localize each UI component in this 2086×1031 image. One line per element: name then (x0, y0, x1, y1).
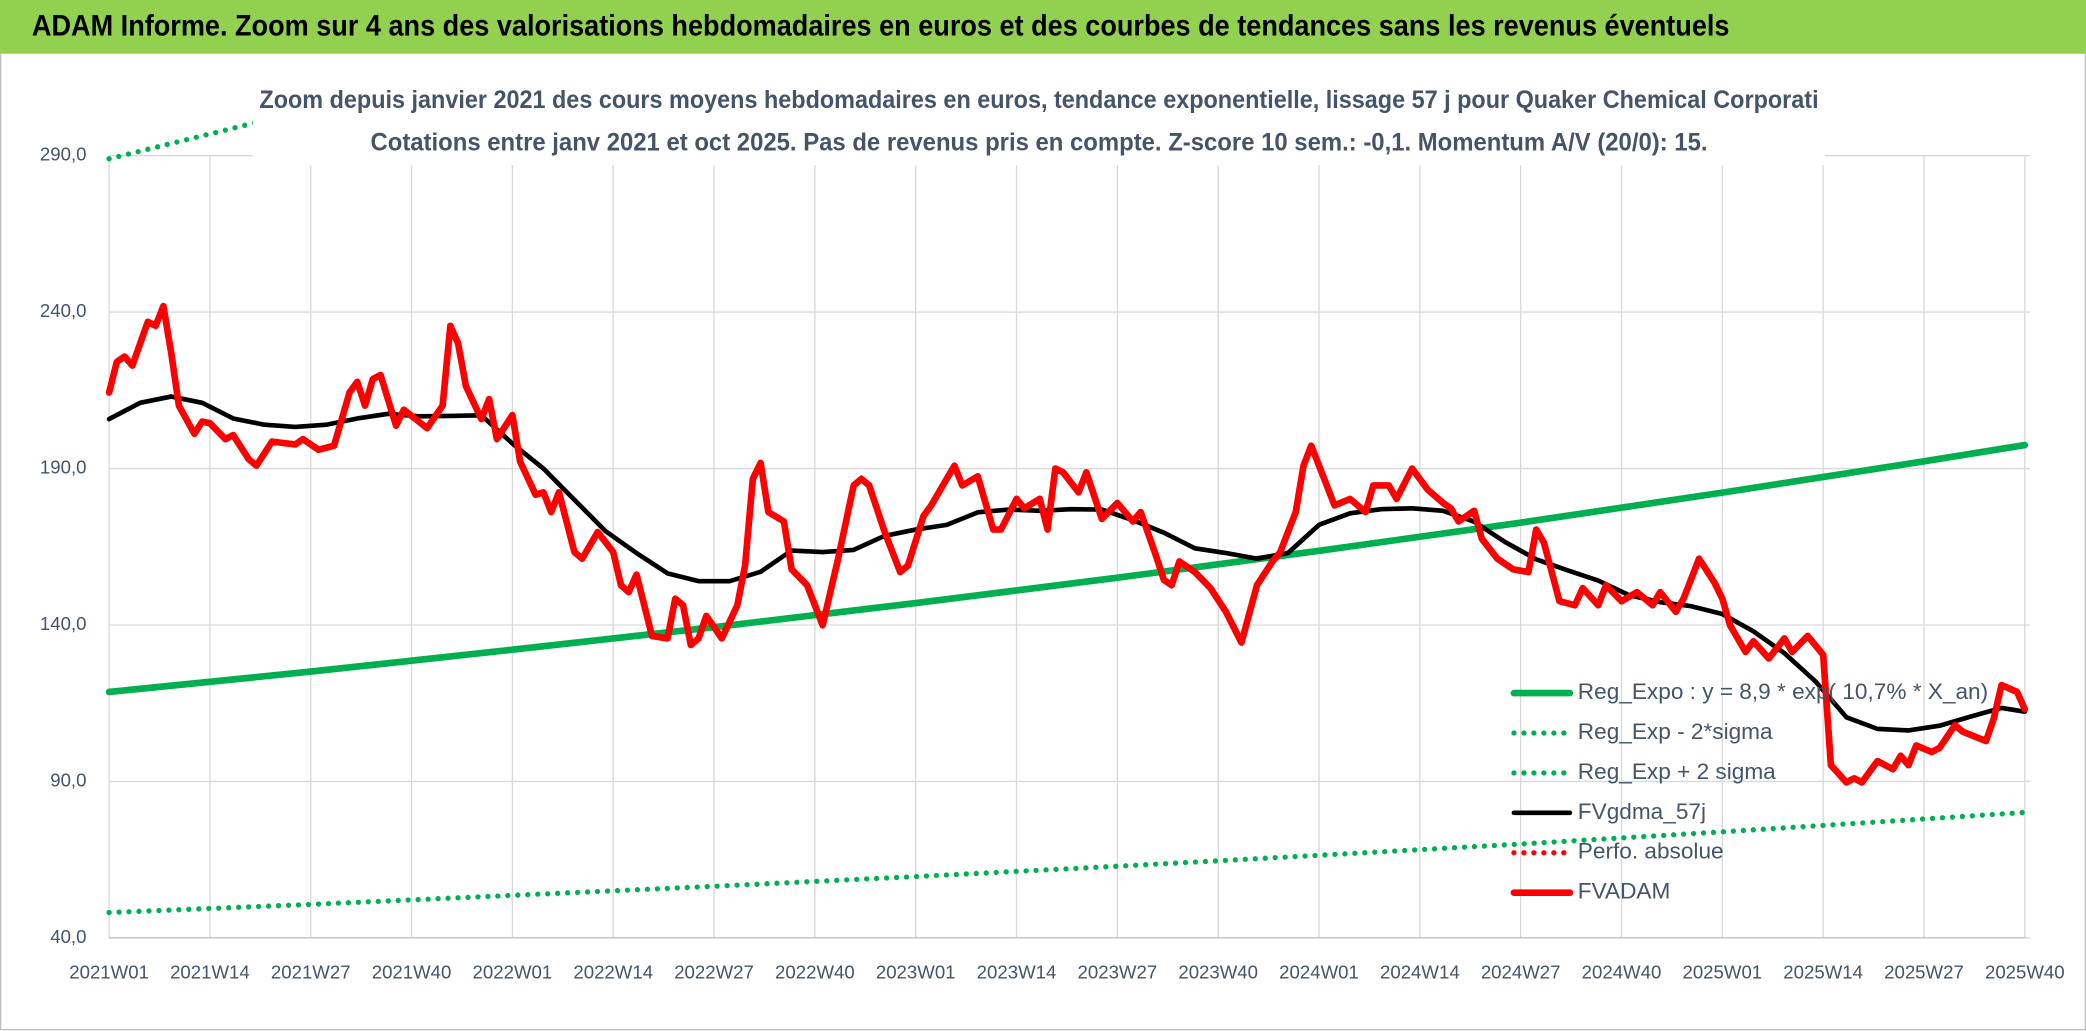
x-tick-label: 2024W01 (1279, 962, 1359, 983)
x-tick-label: 2021W01 (69, 962, 149, 983)
legend-label: Perfo. absolue (1578, 839, 1724, 864)
x-tick-label: 2025W27 (1884, 962, 1964, 983)
x-tick-label: 2022W01 (473, 962, 553, 983)
x-tick-label: 2021W40 (372, 962, 452, 983)
series-line (106, 394, 2028, 733)
legend-label: FVADAM (1578, 879, 1671, 904)
legend-label: Reg_Exp + 2 sigma (1578, 759, 1776, 784)
series-line (106, 809, 2028, 916)
x-tick-label: 2021W14 (170, 962, 250, 983)
x-tick-label: 2023W01 (876, 962, 956, 983)
legend-label: FVgdma_57j (1578, 799, 1706, 824)
legend: Reg_Expo : y = 8,9 * exp( 10,7% * X_an) R… (1510, 679, 1988, 904)
x-tick-label: 2025W14 (1783, 962, 1863, 983)
chart-title: ADAM Informe. Zoom sur 4 ans des valoris… (32, 11, 1730, 43)
legend-label: Reg_Expo : y = 8,9 * exp( 10,7% * X_an) (1578, 679, 1988, 704)
series-line (105, 302, 2029, 786)
y-tick-label: 90,0 (50, 769, 86, 790)
x-tick-label: 2024W40 (1582, 962, 1662, 983)
x-tick-label: 2023W27 (1078, 962, 1158, 983)
grid: 40,0 90,0 140,0 190,0 240,0 290,0 2021W01 2021W… (40, 144, 2065, 983)
x-tick-label: 2021W27 (271, 962, 351, 983)
y-tick-label: 240,0 (40, 300, 87, 321)
lines (105, 117, 2029, 916)
header-bar (0, 0, 2086, 54)
x-tick-label: 2023W40 (1178, 962, 1258, 983)
x-tick-label: 2025W01 (1682, 962, 1762, 983)
x-tick-label: 2024W27 (1481, 962, 1561, 983)
series-line (105, 441, 2029, 696)
x-tick-label: 2022W14 (573, 962, 653, 983)
subtitle-box (252, 79, 1826, 165)
y-tick-label: 190,0 (40, 456, 87, 477)
x-tick-label: 2023W14 (977, 962, 1057, 983)
x-tick-label: 2022W27 (674, 962, 754, 983)
x-tick-label: 2024W14 (1380, 962, 1460, 983)
subtitle-line: Cotations entre janv 2021 et oct 2025. P… (371, 128, 1708, 156)
subtitle-line: Zoom depuis janvier 2021 des cours moyen… (259, 86, 1818, 114)
x-tick-label: 2025W40 (1985, 962, 2065, 983)
y-tick-label: 140,0 (40, 613, 87, 634)
x-tick-label: 2022W40 (775, 962, 855, 983)
y-tick-label: 40,0 (50, 926, 86, 947)
y-tick-label: 290,0 (40, 144, 87, 165)
legend-label: Reg_Exp - 2*sigma (1578, 719, 1773, 744)
